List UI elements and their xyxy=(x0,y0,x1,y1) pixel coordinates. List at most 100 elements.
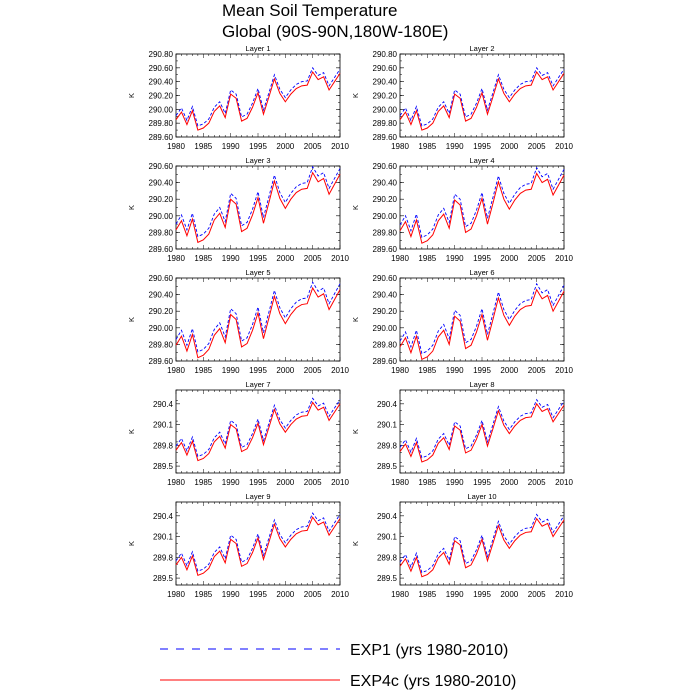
y-tick-label: 290.00 xyxy=(373,105,398,114)
x-tick-label: 2005 xyxy=(528,478,546,487)
series-exp1-line xyxy=(399,282,565,355)
x-tick-label: 1980 xyxy=(391,142,409,151)
y-tick-label: 290.20 xyxy=(149,195,174,204)
y-axis-label: K xyxy=(351,429,360,434)
y-tick-label: 290.1 xyxy=(153,421,174,430)
panel-title: Layer 4 xyxy=(469,156,494,165)
x-tick-label: 2010 xyxy=(331,590,349,599)
panel-grid: Layer 1 289.60 289.80 290.00 290.20 290.40 290… xyxy=(127,44,573,599)
y-tick-label: 290.60 xyxy=(149,64,174,73)
y-tick-label: 290.60 xyxy=(373,274,398,283)
x-tick-label: 2010 xyxy=(331,254,349,263)
x-tick-label: 1980 xyxy=(167,254,185,263)
panel-8: Layer 8 289.5 289.8 290.1 290.4 1980 1985 1990 1… xyxy=(351,380,573,487)
x-tick-label: 1980 xyxy=(167,478,185,487)
y-axis-label: K xyxy=(351,317,360,322)
x-tick-label: 2010 xyxy=(555,254,573,263)
x-tick-label: 2005 xyxy=(304,366,322,375)
series-exp4c-line xyxy=(399,402,565,463)
series-exp1-line xyxy=(399,166,565,239)
x-tick-label: 1980 xyxy=(167,590,185,599)
x-tick-label: 2000 xyxy=(500,366,518,375)
figure-title-line2: Global (90S-90N,180W-180E) xyxy=(222,22,448,41)
x-tick-label: 2010 xyxy=(555,590,573,599)
x-tick-label: 2005 xyxy=(528,142,546,151)
y-tick-label: 290.00 xyxy=(149,105,174,114)
x-tick-label: 2000 xyxy=(500,254,518,263)
y-tick-label: 289.5 xyxy=(377,574,398,583)
x-tick-label: 1990 xyxy=(222,590,240,599)
y-tick-label: 290.20 xyxy=(373,92,398,101)
x-tick-label: 1985 xyxy=(194,590,212,599)
x-tick-label: 1980 xyxy=(391,478,409,487)
y-tick-label: 290.4 xyxy=(153,400,174,409)
series-exp4c-line xyxy=(175,286,341,359)
y-tick-label: 290.20 xyxy=(149,307,174,316)
y-tick-label: 289.8 xyxy=(377,441,398,450)
y-tick-label: 290.00 xyxy=(149,212,174,221)
x-tick-label: 2010 xyxy=(331,142,349,151)
x-tick-label: 2000 xyxy=(500,142,518,151)
y-tick-label: 289.80 xyxy=(149,228,174,237)
y-tick-label: 289.60 xyxy=(373,133,398,142)
y-axis-label: K xyxy=(127,205,136,210)
x-tick-label: 2005 xyxy=(304,254,322,263)
plot-frame xyxy=(399,277,565,362)
y-tick-label: 289.60 xyxy=(149,357,174,366)
x-tick-label: 2005 xyxy=(528,590,546,599)
x-tick-label: 1995 xyxy=(249,142,267,151)
y-axis-label: K xyxy=(351,541,360,546)
series-exp1-line xyxy=(175,512,341,572)
series-exp4c-line xyxy=(175,401,341,462)
y-tick-label: 289.80 xyxy=(373,119,398,128)
series-exp4c-line xyxy=(399,172,565,244)
y-tick-label: 289.80 xyxy=(373,340,398,349)
x-tick-label: 1990 xyxy=(222,478,240,487)
x-tick-label: 2005 xyxy=(304,590,322,599)
y-tick-label: 289.8 xyxy=(153,441,174,450)
panel-7: Layer 7 289.5 289.8 290.1 290.4 1980 1985 1990 1… xyxy=(127,380,349,487)
panel-title: Layer 3 xyxy=(245,156,270,165)
y-tick-label: 290.60 xyxy=(149,274,174,283)
x-tick-label: 1990 xyxy=(446,142,464,151)
panel-9: Layer 9 289.5 289.8 290.1 290.4 1980 1985 1990 1… xyxy=(127,492,349,599)
series-exp1-line xyxy=(175,66,341,127)
x-tick-label: 2010 xyxy=(331,366,349,375)
y-tick-label: 289.60 xyxy=(149,245,174,254)
series-exp1-line xyxy=(175,165,341,238)
y-tick-label: 289.80 xyxy=(149,340,174,349)
series-exp1-line xyxy=(175,281,341,353)
x-tick-label: 1985 xyxy=(194,478,212,487)
y-tick-label: 289.60 xyxy=(373,245,398,254)
x-tick-label: 1995 xyxy=(249,366,267,375)
x-tick-label: 2000 xyxy=(276,478,294,487)
plot-frame xyxy=(175,165,341,250)
series-exp4c-line xyxy=(175,70,341,131)
panel-3: Layer 3 289.60 289.80 290.00 290.20 290.40 290… xyxy=(127,156,349,263)
y-tick-label: 290.40 xyxy=(373,78,398,87)
y-tick-label: 289.80 xyxy=(149,119,174,128)
panel-10: Layer 10 289.5 289.8 290.1 290.4 1980 1985 1990… xyxy=(351,492,573,599)
panel-2: Layer 2 289.60 289.80 290.00 290.20 290.40 290… xyxy=(351,44,573,151)
y-tick-label: 290.60 xyxy=(373,64,398,73)
panel-title: Layer 10 xyxy=(467,492,496,501)
y-tick-label: 290.40 xyxy=(149,78,174,87)
plot-frame xyxy=(175,277,341,362)
plot-frame xyxy=(175,501,341,586)
y-tick-label: 290.00 xyxy=(149,324,174,333)
panel-title: Layer 1 xyxy=(245,44,270,53)
x-tick-label: 1995 xyxy=(249,254,267,263)
plot-frame xyxy=(399,501,565,586)
x-tick-label: 2010 xyxy=(331,478,349,487)
series-exp1-line xyxy=(399,513,565,574)
figure-title-line1: Mean Soil Temperature xyxy=(222,1,397,20)
x-tick-label: 2005 xyxy=(304,478,322,487)
x-tick-label: 1985 xyxy=(418,590,436,599)
panel-title: Layer 5 xyxy=(245,268,270,277)
y-tick-label: 289.5 xyxy=(153,574,174,583)
x-tick-label: 2005 xyxy=(528,254,546,263)
x-tick-label: 2005 xyxy=(304,142,322,151)
y-tick-label: 290.4 xyxy=(377,512,398,521)
x-tick-label: 1985 xyxy=(194,254,212,263)
